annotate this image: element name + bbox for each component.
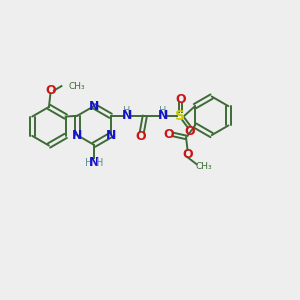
Text: O: O xyxy=(182,148,193,161)
Text: N: N xyxy=(72,129,83,142)
Text: CH₃: CH₃ xyxy=(196,162,212,171)
Text: CH₃: CH₃ xyxy=(69,82,85,91)
Text: H: H xyxy=(85,158,92,168)
Text: H: H xyxy=(159,106,166,116)
Text: H: H xyxy=(96,158,103,168)
Text: O: O xyxy=(185,125,195,138)
Text: N: N xyxy=(106,129,116,142)
Text: N: N xyxy=(89,156,99,169)
Text: N: N xyxy=(89,100,99,113)
Text: O: O xyxy=(46,84,56,97)
Text: H: H xyxy=(123,106,131,116)
Text: O: O xyxy=(135,130,146,143)
Text: O: O xyxy=(164,128,174,141)
Text: N: N xyxy=(158,109,168,122)
Text: N: N xyxy=(122,109,132,122)
Text: O: O xyxy=(175,93,186,106)
Text: S: S xyxy=(176,109,185,123)
